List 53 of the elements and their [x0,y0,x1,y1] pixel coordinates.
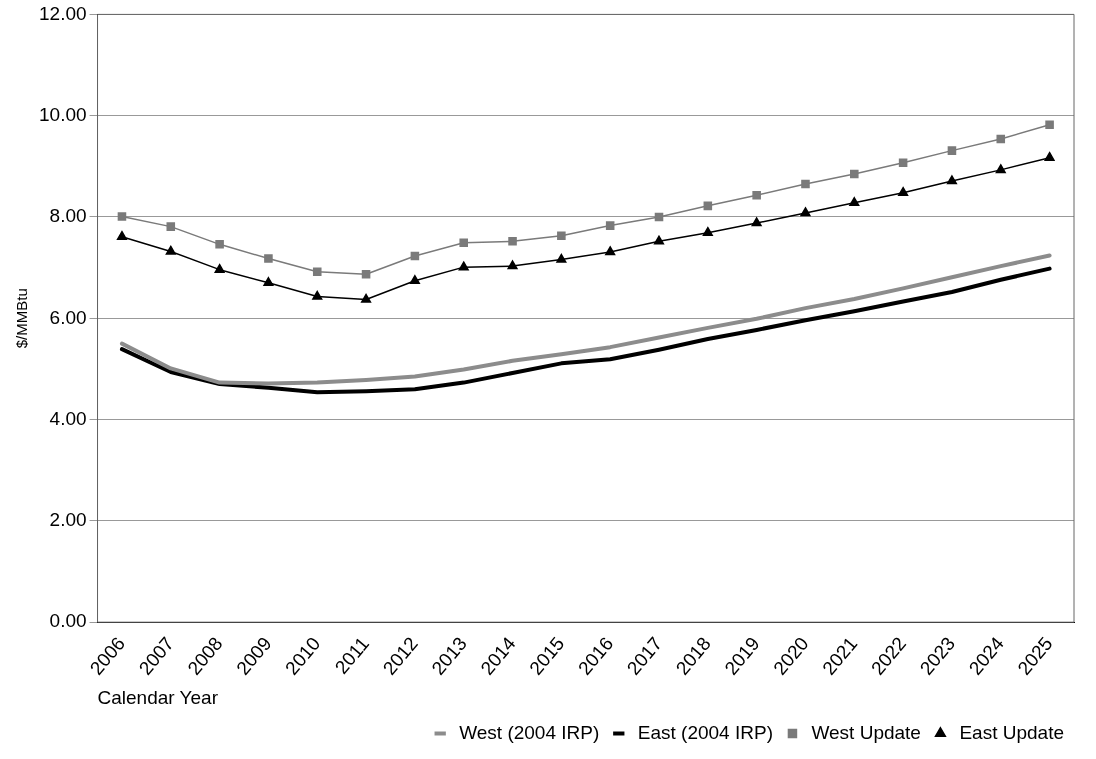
point [557,231,566,241]
point [605,221,615,230]
point [898,158,908,168]
point [312,267,322,276]
y-tick-label: 0.00 [49,610,87,632]
point [605,246,616,256]
point [458,261,469,271]
point [801,179,810,189]
point [898,186,909,196]
point [215,240,224,249]
legend-label: East Update [959,721,1065,743]
point [312,290,323,300]
point [214,263,225,273]
point [654,212,664,222]
point [996,134,1006,144]
point [117,212,127,221]
y-tick-label: 8.00 [49,205,87,227]
point [409,275,420,285]
point [165,245,176,255]
point [360,293,372,303]
point [947,146,957,155]
point [508,237,517,246]
point [751,217,762,227]
point [410,251,420,261]
x-axis-title: Calendar Year [97,686,219,708]
point [946,175,958,185]
point [849,197,860,207]
point [264,254,273,263]
legend-label: West Update [811,721,921,743]
point [556,253,567,263]
point [1045,120,1054,130]
point [850,169,859,179]
y-tick-label: 4.00 [49,407,87,429]
point [702,226,713,236]
point [507,260,518,270]
point [263,277,274,287]
y-axis-title: $/MMBtu [13,288,31,349]
point [459,238,468,248]
point [800,207,811,217]
y-tick-label: 12.00 [39,2,87,24]
y-tick-label: 6.00 [49,306,87,328]
legend-label: East (2004 IRP) [637,721,773,743]
y-tick-label: 2.00 [49,509,87,531]
point [116,230,128,240]
point [995,164,1006,174]
point [361,269,371,279]
point [752,190,761,200]
y-tick-label: 10.00 [39,103,87,125]
point [166,222,176,231]
point [703,201,713,211]
point [1044,151,1055,161]
legend-label: West (2004 IRP) [459,721,600,743]
point [653,235,665,245]
